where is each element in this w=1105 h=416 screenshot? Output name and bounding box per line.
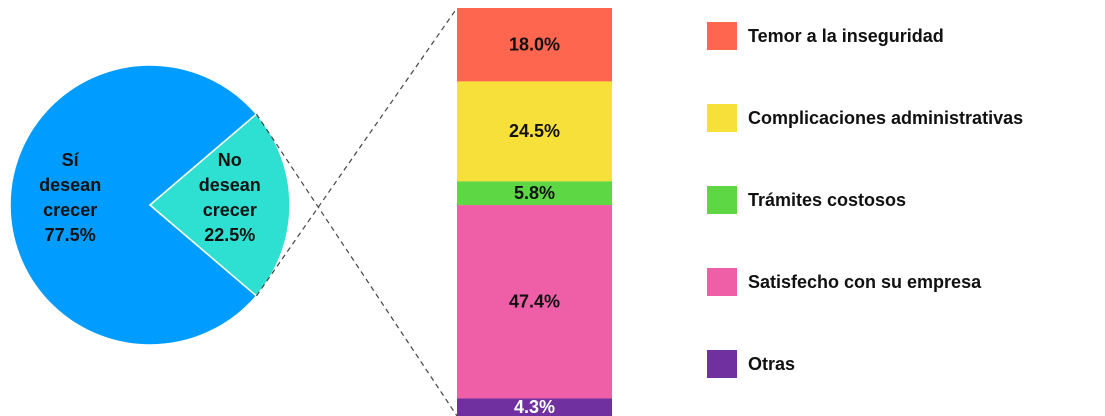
pie-category: No desean crecer	[198, 150, 261, 220]
legend-label: Satisfecho con su empresa	[748, 272, 982, 292]
bar-value-label: 18.0%	[509, 34, 560, 54]
legend-swatch	[707, 186, 737, 214]
legend-swatch	[707, 104, 737, 132]
pie-value-label: 77.5%	[44, 225, 96, 245]
bar-value-label: 24.5%	[509, 121, 560, 141]
connector	[255, 7, 458, 297]
bar-segment	[457, 8, 612, 82]
pie-slice	[9, 64, 258, 346]
bar-segment	[457, 181, 612, 206]
pie-label: No desean crecer 22.5%	[185, 148, 275, 248]
bar-segment	[457, 81, 612, 182]
legend-label: Temor a la inseguridad	[748, 26, 944, 46]
legend-label: Trámites costosos	[748, 190, 906, 210]
legend-swatch	[707, 268, 737, 296]
pie-label: Sí desean crecer 77.5%	[25, 148, 115, 248]
pie-value-label: 22.5%	[204, 225, 256, 245]
legend-swatch	[707, 22, 737, 50]
legend-swatch	[707, 350, 737, 378]
bar-segment	[457, 398, 612, 416]
bar-value-label: 5.8%	[514, 183, 555, 203]
connector	[255, 113, 458, 416]
legend-label: Complicaciones administrativas	[748, 108, 1023, 128]
legend-label: Otras	[748, 354, 795, 374]
bar-segment	[457, 205, 612, 399]
bar-value-label: 47.4%	[509, 292, 560, 312]
bar-value-label: 4.3%	[514, 397, 555, 416]
pie-category: Sí desean crecer	[39, 150, 102, 220]
